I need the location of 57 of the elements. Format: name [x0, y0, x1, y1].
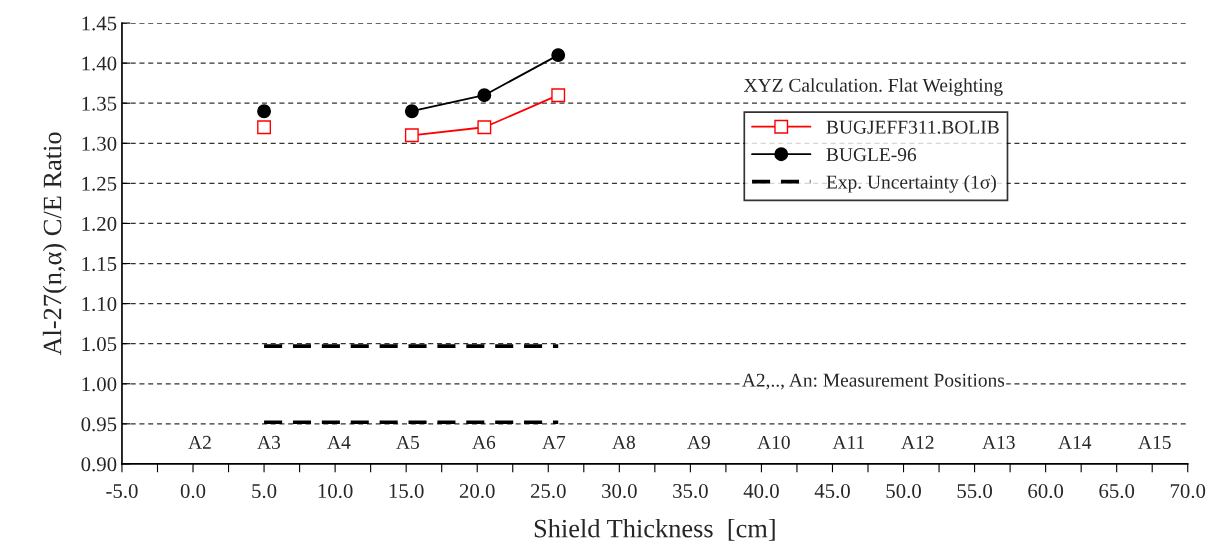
x-tick-label: 30.0	[602, 483, 637, 499]
annotation: A6	[472, 435, 496, 449]
y-tick-label: 1.05	[82, 337, 117, 352]
x-tick-label: 5.0	[252, 483, 277, 499]
legend-label: BUGJEFF311.BOLIB	[826, 120, 999, 134]
x-axis-title: Shield Thickness [cm]	[534, 518, 775, 541]
annotation: A14	[1058, 435, 1092, 449]
y-axis-title: Al-27(n,α) C/E Ratio	[42, 132, 67, 356]
annotation: A15	[1138, 435, 1171, 449]
annotation: A10	[757, 435, 790, 449]
y-tick-label: 1.25	[82, 176, 117, 191]
x-tick-label: 50.0	[886, 483, 921, 499]
x-tick-label: 15.0	[389, 483, 424, 499]
annotation: A13	[982, 435, 1015, 449]
x-tick-label: 25.0	[530, 483, 566, 499]
y-tick-label: 0.90	[81, 457, 117, 472]
annotation: XYZ Calculation. Flat Weighting	[744, 78, 1003, 96]
annotation: A7	[542, 435, 566, 449]
y-tick-label: 1.10	[82, 296, 117, 312]
point	[404, 128, 419, 143]
legend-label: Exp. Uncertainty (1σ)	[826, 174, 996, 193]
annotation: A2,.., An: Measurement Positions	[742, 373, 1005, 390]
y-tick-label: 0.95	[81, 417, 117, 432]
x-tick-label: 35.0	[673, 483, 708, 499]
y-tick-label: 1.40	[82, 56, 117, 71]
y-tick-label: 1.20	[82, 216, 117, 231]
x-tick-label: 55.0	[957, 483, 993, 499]
y-tick-label: 1.45	[82, 16, 117, 31]
x-tick-label: 70.0	[1170, 483, 1206, 499]
annotation: A4	[327, 435, 351, 449]
x-tick-label: -5.0	[106, 483, 138, 499]
x-tick-label: 40.0	[743, 483, 779, 499]
x-tick-label: 65.0	[1099, 483, 1135, 499]
x-tick-label: 10.0	[318, 483, 353, 499]
point	[477, 120, 492, 135]
annotation: A11	[832, 435, 865, 449]
x-tick-label: 45.0	[814, 483, 850, 499]
point	[404, 104, 419, 119]
y-tick-label: 1.30	[82, 136, 117, 151]
point	[477, 88, 492, 103]
annotation: A9	[687, 435, 710, 449]
y-tick-label: 1.00	[82, 377, 117, 392]
x-tick-label: 0.0	[180, 483, 206, 499]
y-tick-label: 1.35	[82, 96, 117, 111]
annotation: A8	[612, 435, 635, 449]
annotation: A3	[257, 435, 281, 449]
point	[551, 88, 566, 103]
annotation: A12	[901, 435, 934, 449]
legend-label: BUGLE-96	[826, 148, 917, 162]
x-tick-label: 20.0	[459, 483, 495, 499]
annotation: A2	[188, 435, 211, 449]
x-tick-label: 60.0	[1028, 483, 1064, 499]
point	[257, 120, 272, 135]
y-tick-label: 1.15	[82, 256, 117, 272]
annotation: A5	[396, 435, 420, 449]
point	[257, 104, 272, 119]
point	[551, 48, 566, 63]
